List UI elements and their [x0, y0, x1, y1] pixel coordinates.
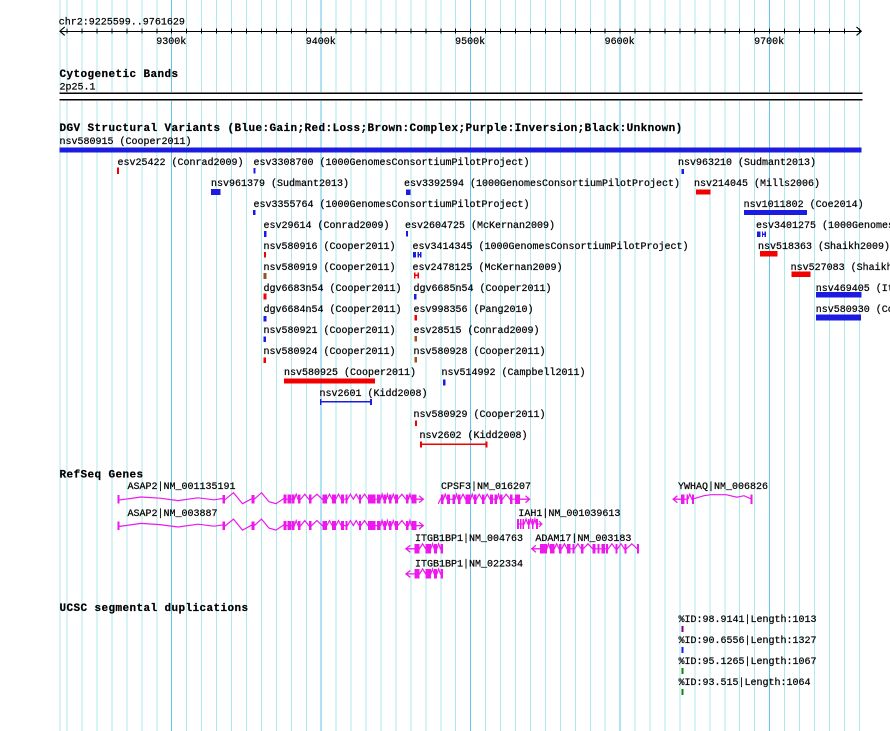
svg-text:RefSeq Genes: RefSeq Genes — [60, 469, 144, 481]
svg-text:esv2604725 (McKernan2009): esv2604725 (McKernan2009) — [405, 220, 555, 232]
svg-text:ASAP2|NM_001135191: ASAP2|NM_001135191 — [128, 481, 236, 493]
svg-text:9400k: 9400k — [306, 36, 336, 48]
svg-text:%ID:90.6556|Length:1327: %ID:90.6556|Length:1327 — [679, 635, 817, 647]
svg-text:dgv6684n54 (Cooper2011): dgv6684n54 (Cooper2011) — [264, 304, 402, 316]
svg-text:nsv214045 (Mills2006): nsv214045 (Mills2006) — [694, 178, 820, 190]
svg-text:9700k: 9700k — [754, 36, 784, 48]
svg-text:%ID:95.1265|Length:1067: %ID:95.1265|Length:1067 — [679, 656, 817, 668]
svg-text:nsv961379 (Sudmant2013): nsv961379 (Sudmant2013) — [211, 178, 349, 190]
svg-text:ITGB1BP1|NM_004763: ITGB1BP1|NM_004763 — [415, 533, 523, 545]
svg-text:esv3308700 (1000GenomesConsort: esv3308700 (1000GenomesConsortiumPilotPr… — [254, 157, 530, 169]
svg-text:9600k: 9600k — [605, 36, 635, 48]
svg-text:9500k: 9500k — [455, 36, 485, 48]
svg-text:ADAM17|NM_003183: ADAM17|NM_003183 — [535, 533, 631, 545]
svg-text:nsv1011802 (Coe2014): nsv1011802 (Coe2014) — [744, 199, 864, 211]
svg-text:nsv580919 (Cooper2011): nsv580919 (Cooper2011) — [264, 262, 396, 274]
svg-text:nsv580924 (Cooper2011): nsv580924 (Cooper2011) — [264, 346, 396, 358]
svg-text:ITGB1BP1|NM_022334: ITGB1BP1|NM_022334 — [415, 558, 523, 570]
svg-text:esv29614 (Conrad2009): esv29614 (Conrad2009) — [264, 220, 390, 232]
svg-text:DGV Structural Variants (Blue:: DGV Structural Variants (Blue:Gain;Red:L… — [60, 123, 683, 135]
svg-text:esv3401275 (1000GenomesConsort: esv3401275 (1000GenomesConsortiumPilotPr… — [756, 220, 890, 232]
svg-text:nsv580930 (Cooper2011): nsv580930 (Cooper2011) — [816, 304, 890, 316]
svg-text:nsv580915 (Cooper2011): nsv580915 (Cooper2011) — [60, 136, 192, 148]
svg-text:esv998356 (Pang2010): esv998356 (Pang2010) — [414, 304, 534, 316]
svg-text:esv25422 (Conrad2009): esv25422 (Conrad2009) — [118, 157, 244, 169]
svg-text:dgv6685n54 (Cooper2011): dgv6685n54 (Cooper2011) — [414, 283, 552, 295]
svg-text:UCSC segmental duplications: UCSC segmental duplications — [60, 603, 249, 615]
svg-text:esv3414345 (1000GenomesConsort: esv3414345 (1000GenomesConsortiumPilotPr… — [413, 241, 689, 253]
svg-text:nsv2602 (Kidd2008): nsv2602 (Kidd2008) — [420, 430, 528, 442]
svg-text:%ID:93.515|Length:1064: %ID:93.515|Length:1064 — [679, 677, 811, 689]
svg-text:IAH1|NM_001039613: IAH1|NM_001039613 — [518, 508, 620, 520]
svg-text:Cytogenetic Bands: Cytogenetic Bands — [60, 69, 179, 81]
svg-text:nsv580921 (Cooper2011): nsv580921 (Cooper2011) — [264, 325, 396, 337]
svg-text:nsv580928 (Cooper2011): nsv580928 (Cooper2011) — [414, 346, 546, 358]
svg-text:%ID:98.9141|Length:1013: %ID:98.9141|Length:1013 — [679, 614, 817, 626]
svg-text:nsv514992 (Campbell2011): nsv514992 (Campbell2011) — [442, 367, 586, 379]
svg-text:esv28515 (Conrad2009): esv28515 (Conrad2009) — [414, 325, 540, 337]
svg-text:nsv580929 (Cooper2011): nsv580929 (Cooper2011) — [414, 409, 546, 421]
svg-text:nsv2601 (Kidd2008): nsv2601 (Kidd2008) — [320, 388, 428, 400]
svg-text:2p25.1: 2p25.1 — [60, 83, 96, 94]
svg-text:nsv963210 (Sudmant2013): nsv963210 (Sudmant2013) — [678, 157, 816, 169]
svg-text:nsv580925 (Cooper2011): nsv580925 (Cooper2011) — [284, 367, 416, 379]
svg-text:nsv580916 (Cooper2011): nsv580916 (Cooper2011) — [264, 241, 396, 253]
svg-text:9300k: 9300k — [156, 36, 186, 48]
svg-text:nsv518363 (Shaikh2009): nsv518363 (Shaikh2009) — [758, 241, 890, 253]
svg-text:esv3355764 (1000GenomesConsort: esv3355764 (1000GenomesConsortiumPilotPr… — [254, 199, 530, 211]
svg-text:ASAP2|NM_003887: ASAP2|NM_003887 — [128, 508, 218, 520]
svg-text:esv3392594 (1000GenomesConsort: esv3392594 (1000GenomesConsortiumPilotPr… — [404, 178, 680, 190]
svg-text:YWHAQ|NM_006826: YWHAQ|NM_006826 — [678, 481, 768, 493]
svg-text:nsv527083 (Shaikh2009): nsv527083 (Shaikh2009) — [791, 262, 890, 274]
svg-text:dgv6683n54 (Cooper2011): dgv6683n54 (Cooper2011) — [264, 283, 402, 295]
svg-text:CPSF3|NM_016207: CPSF3|NM_016207 — [441, 481, 531, 493]
svg-text:esv2478125 (McKernan2009): esv2478125 (McKernan2009) — [413, 262, 563, 274]
svg-text:chr2:9225599..9761629: chr2:9225599..9761629 — [59, 17, 185, 29]
